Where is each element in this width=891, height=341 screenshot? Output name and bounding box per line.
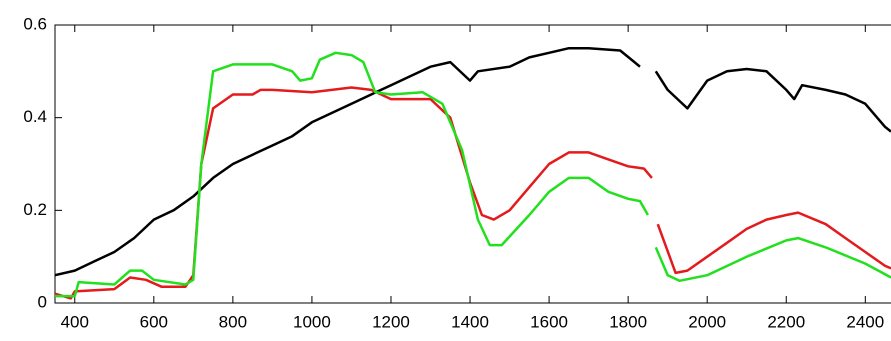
x-tick-label: 1200 [372,312,410,331]
y-tick-label: 0.6 [23,14,47,33]
y-tick-label: 0.2 [23,200,47,219]
x-tick-label: 1400 [451,312,489,331]
axes-frame [54,24,891,304]
x-tick-label: 2200 [767,312,805,331]
series-line [54,46,891,277]
series-line [55,51,891,298]
x-tick-label: 800 [219,312,247,331]
y-tick-label: 0.4 [23,107,47,126]
series-line [54,86,891,300]
x-tick-label: 400 [61,312,89,331]
x-tick-label: 1000 [293,312,331,331]
x-tick-label: 2400 [846,312,884,331]
y-tick-label: 0 [38,292,47,311]
x-tick-label: 1600 [530,312,568,331]
x-tick-label: 1800 [609,312,647,331]
x-tick-label: 2000 [688,312,726,331]
x-tick-label: 600 [140,312,168,331]
